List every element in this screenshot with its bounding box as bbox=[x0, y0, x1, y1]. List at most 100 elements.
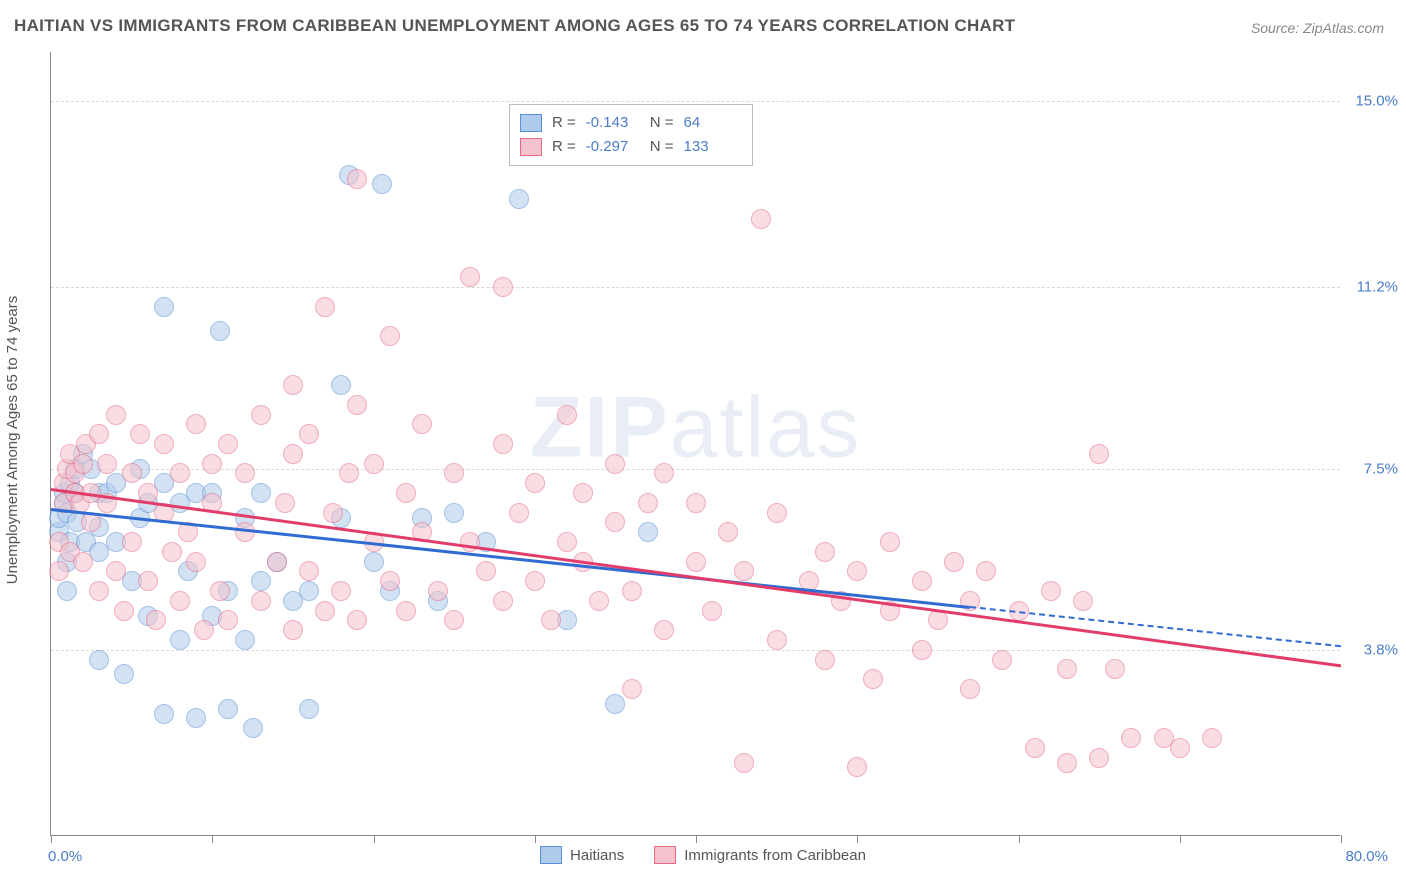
y-tick-label: 7.5% bbox=[1346, 460, 1398, 477]
legend-r-value: -0.297 bbox=[586, 135, 640, 159]
legend-r-label: R = bbox=[552, 135, 576, 159]
scatter-point bbox=[396, 601, 416, 621]
scatter-point bbox=[912, 640, 932, 660]
scatter-point bbox=[267, 552, 287, 572]
scatter-point bbox=[73, 552, 93, 572]
scatter-point bbox=[218, 610, 238, 630]
scatter-point bbox=[251, 483, 271, 503]
scatter-point bbox=[315, 601, 335, 621]
scatter-point bbox=[1121, 728, 1141, 748]
legend-n-label: N = bbox=[650, 135, 674, 159]
scatter-point bbox=[339, 463, 359, 483]
scatter-point bbox=[251, 405, 271, 425]
scatter-point bbox=[686, 493, 706, 513]
chart-title: HAITIAN VS IMMIGRANTS FROM CARIBBEAN UNE… bbox=[14, 16, 1015, 36]
scatter-point bbox=[114, 601, 134, 621]
scatter-point bbox=[347, 395, 367, 415]
scatter-point bbox=[138, 571, 158, 591]
scatter-point bbox=[605, 512, 625, 532]
scatter-point bbox=[299, 699, 319, 719]
legend-swatch-icon bbox=[520, 138, 542, 156]
scatter-point bbox=[97, 454, 117, 474]
scatter-point bbox=[235, 463, 255, 483]
scatter-point bbox=[622, 581, 642, 601]
scatter-point bbox=[428, 581, 448, 601]
scatter-point bbox=[944, 552, 964, 572]
scatter-point bbox=[718, 522, 738, 542]
scatter-point bbox=[235, 522, 255, 542]
source-label: Source: ZipAtlas.com bbox=[1251, 20, 1384, 36]
scatter-point bbox=[460, 532, 480, 552]
scatter-point bbox=[541, 610, 561, 630]
scatter-point bbox=[364, 454, 384, 474]
x-tick bbox=[535, 835, 536, 843]
scatter-point bbox=[275, 493, 295, 513]
scatter-point bbox=[251, 591, 271, 611]
x-tick bbox=[1180, 835, 1181, 843]
scatter-point bbox=[49, 561, 69, 581]
plot-area: ZIPatlas R = -0.143 N = 64 R = -0.297 N … bbox=[50, 52, 1340, 836]
scatter-point bbox=[444, 463, 464, 483]
scatter-point bbox=[815, 650, 835, 670]
scatter-point bbox=[509, 189, 529, 209]
scatter-point bbox=[162, 542, 182, 562]
scatter-point bbox=[573, 483, 593, 503]
legend-series-name: Immigrants from Caribbean bbox=[684, 847, 866, 864]
scatter-point bbox=[847, 757, 867, 777]
scatter-point bbox=[960, 679, 980, 699]
scatter-point bbox=[299, 424, 319, 444]
scatter-point bbox=[863, 669, 883, 689]
scatter-point bbox=[1041, 581, 1061, 601]
scatter-point bbox=[283, 375, 303, 395]
scatter-point bbox=[444, 503, 464, 523]
scatter-point bbox=[686, 552, 706, 572]
scatter-point bbox=[509, 503, 529, 523]
legend-swatch-icon bbox=[654, 846, 676, 864]
scatter-point bbox=[243, 718, 263, 738]
scatter-point bbox=[525, 571, 545, 591]
scatter-point bbox=[605, 694, 625, 714]
scatter-point bbox=[106, 561, 126, 581]
scatter-point bbox=[130, 424, 150, 444]
y-tick-label: 3.8% bbox=[1346, 641, 1398, 658]
scatter-point bbox=[170, 591, 190, 611]
scatter-point bbox=[1073, 591, 1093, 611]
scatter-point bbox=[1202, 728, 1222, 748]
scatter-point bbox=[525, 473, 545, 493]
scatter-point bbox=[767, 630, 787, 650]
legend-row: R = -0.143 N = 64 bbox=[520, 111, 738, 135]
scatter-point bbox=[210, 321, 230, 341]
scatter-point bbox=[186, 708, 206, 728]
legend-item: Immigrants from Caribbean bbox=[654, 846, 866, 864]
scatter-point bbox=[912, 571, 932, 591]
x-axis-max-label: 80.0% bbox=[1345, 848, 1388, 865]
scatter-point bbox=[767, 503, 787, 523]
scatter-point bbox=[702, 601, 722, 621]
scatter-point bbox=[622, 679, 642, 699]
scatter-point bbox=[380, 571, 400, 591]
scatter-point bbox=[347, 169, 367, 189]
scatter-point bbox=[493, 434, 513, 454]
scatter-point bbox=[89, 581, 109, 601]
scatter-point bbox=[638, 493, 658, 513]
scatter-point bbox=[114, 664, 134, 684]
scatter-point bbox=[57, 581, 77, 601]
scatter-point bbox=[976, 561, 996, 581]
scatter-point bbox=[154, 704, 174, 724]
scatter-point bbox=[315, 297, 335, 317]
scatter-point bbox=[493, 591, 513, 611]
legend-correlation: R = -0.143 N = 64 R = -0.297 N = 133 bbox=[509, 104, 753, 166]
scatter-point bbox=[654, 620, 674, 640]
scatter-point bbox=[364, 552, 384, 572]
legend-series: Haitians Immigrants from Caribbean bbox=[540, 846, 866, 864]
scatter-point bbox=[1025, 738, 1045, 758]
x-tick bbox=[1341, 835, 1342, 843]
legend-row: R = -0.297 N = 133 bbox=[520, 135, 738, 159]
scatter-point bbox=[1057, 753, 1077, 773]
x-tick bbox=[696, 835, 697, 843]
scatter-point bbox=[476, 561, 496, 581]
legend-swatch-icon bbox=[520, 114, 542, 132]
scatter-point bbox=[146, 610, 166, 630]
scatter-point bbox=[218, 699, 238, 719]
scatter-point bbox=[1057, 659, 1077, 679]
